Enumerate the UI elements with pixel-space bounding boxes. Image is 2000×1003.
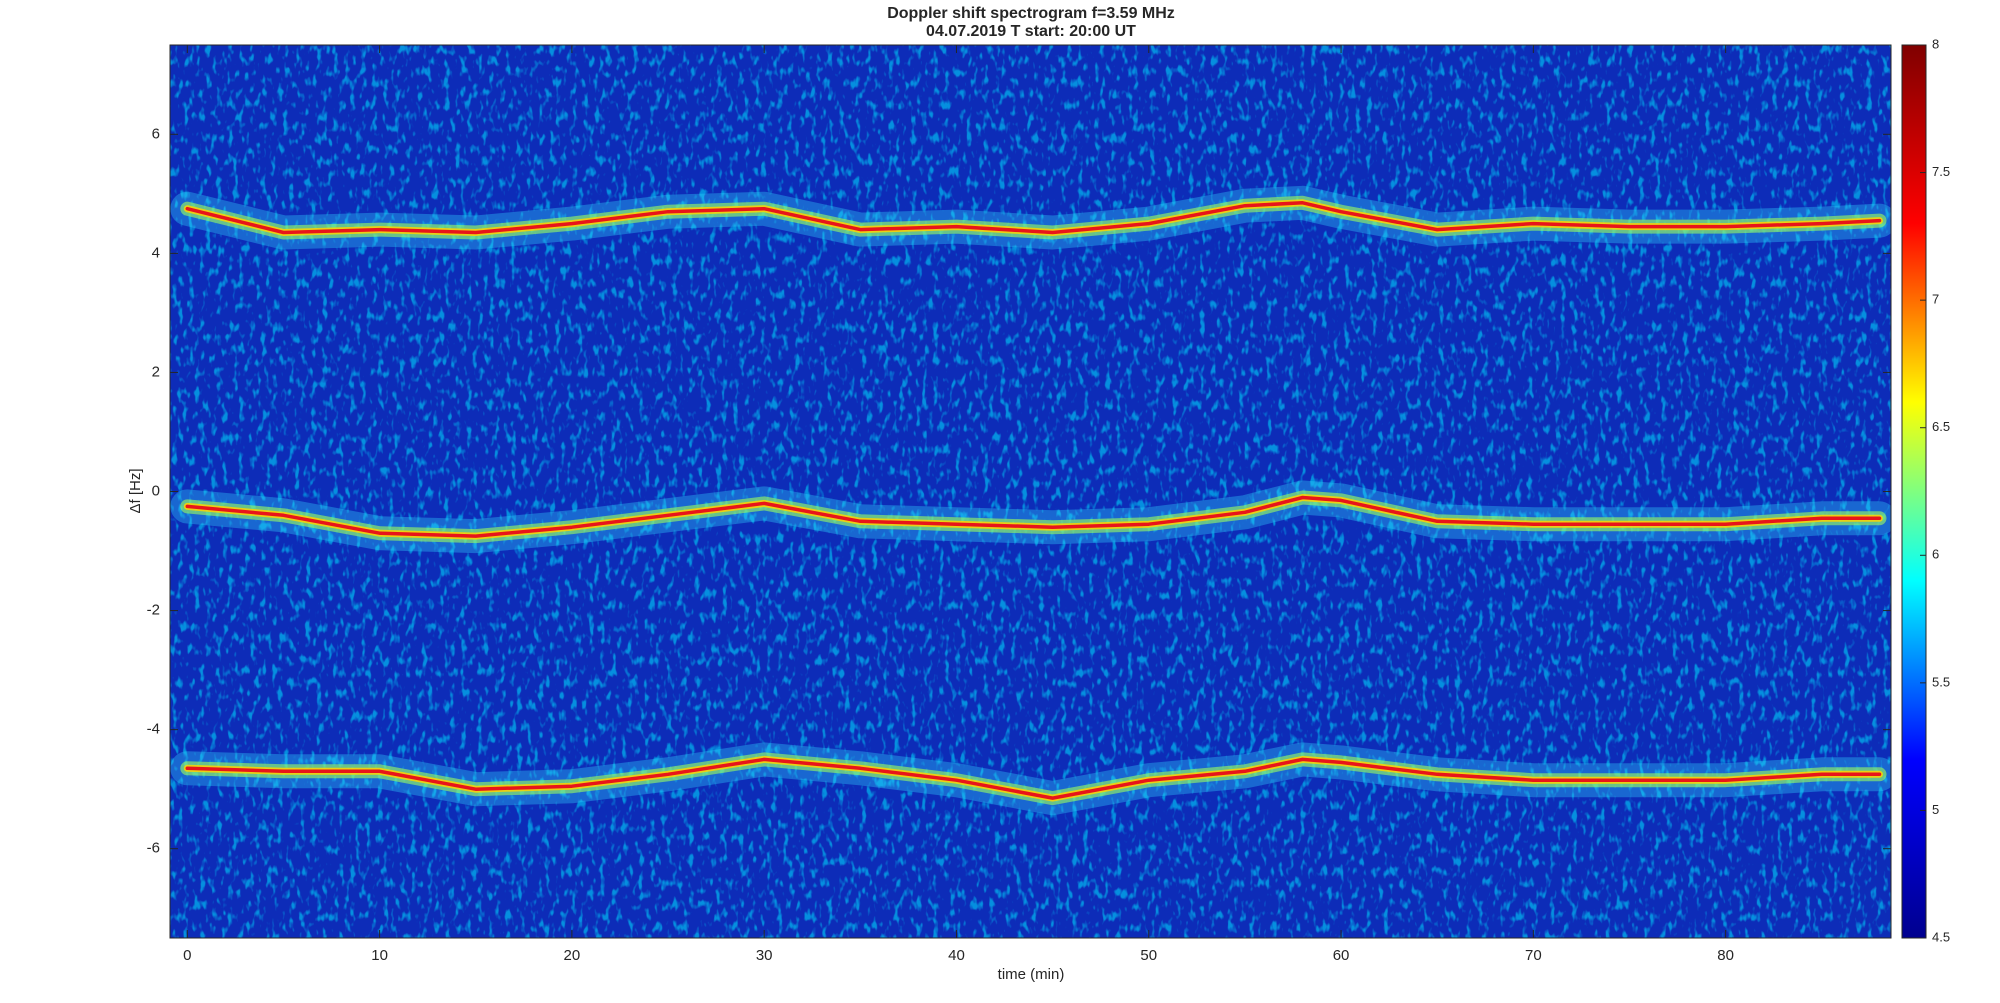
x-tick-label: 70 (1525, 947, 1542, 964)
x-tick-label: 30 (756, 947, 773, 964)
colorbar-tick-label: 6.5 (1932, 419, 1950, 434)
y-tick-label: 2 (152, 363, 160, 380)
colorbar-tick-label: 4.5 (1932, 929, 1950, 944)
y-axis-label: Δf [Hz] (127, 468, 144, 513)
y-tick-label: 6 (152, 125, 160, 142)
chart-title: Doppler shift spectrogram f=3.59 MHz (887, 5, 1175, 22)
y-tick-label: -2 (147, 602, 160, 619)
x-tick-label: 0 (183, 947, 191, 964)
x-tick-label: 50 (1140, 947, 1157, 964)
y-tick-label: 4 (152, 244, 160, 261)
y-tick-label: 0 (152, 482, 160, 499)
colorbar-tick-label: 7 (1932, 292, 1939, 307)
colorbar-tick-label: 7.5 (1932, 164, 1950, 179)
plot-area (170, 185, 1891, 816)
chart-subtitle: 04.07.2019 T start: 20:00 UT (926, 23, 1136, 40)
y-tick-label: -6 (147, 840, 160, 857)
colorbar (1901, 44, 1927, 939)
colorbar-tick-label: 5.5 (1932, 674, 1950, 689)
trace (185, 495, 1882, 538)
trace (185, 757, 1882, 800)
x-tick-label: 80 (1717, 947, 1734, 964)
x-axis-label: time (min) (998, 966, 1065, 983)
colorbar-tick-label: 5 (1932, 802, 1939, 817)
y-tick-label: -4 (147, 721, 160, 738)
trace (185, 201, 1882, 235)
x-tick-label: 10 (371, 947, 388, 964)
x-tick-label: 40 (948, 947, 965, 964)
colorbar-tick-label: 6 (1932, 547, 1939, 562)
x-tick-label: 20 (564, 947, 581, 964)
x-tick-label: 60 (1333, 947, 1350, 964)
colorbar-tick-label: 8 (1932, 36, 1939, 51)
